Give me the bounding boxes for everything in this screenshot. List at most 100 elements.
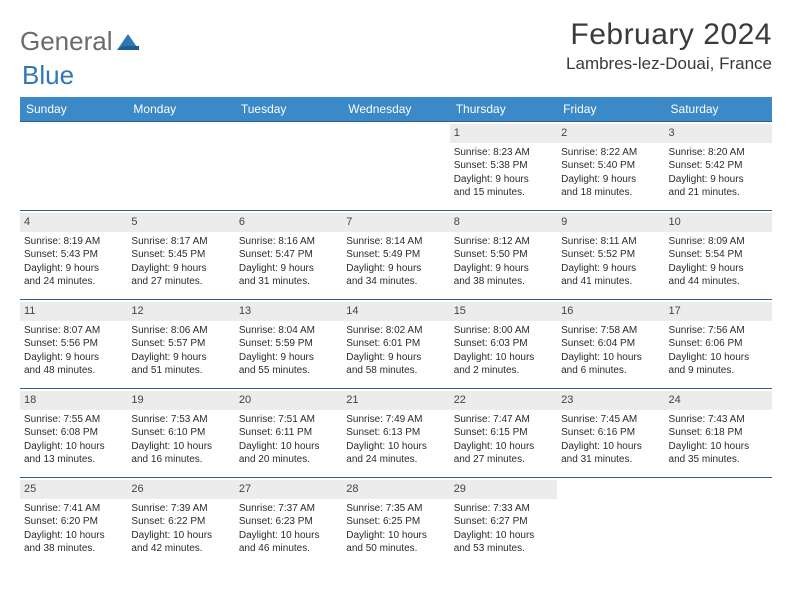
day-number: 8 [450, 213, 557, 232]
day1-text: Daylight: 10 hours [131, 440, 230, 454]
day-cell: 5Sunrise: 8:17 AMSunset: 5:45 PMDaylight… [127, 211, 234, 299]
day2-text: and 16 minutes. [131, 453, 230, 467]
sunset-text: Sunset: 5:54 PM [669, 248, 768, 262]
day-cell: 16Sunrise: 7:58 AMSunset: 6:04 PMDayligh… [557, 300, 664, 388]
sunset-text: Sunset: 6:01 PM [346, 337, 445, 351]
day-number: 23 [557, 391, 664, 410]
day1-text: Daylight: 9 hours [239, 262, 338, 276]
sunrise-text: Sunrise: 7:51 AM [239, 413, 338, 427]
sunset-text: Sunset: 5:59 PM [239, 337, 338, 351]
day2-text: and 55 minutes. [239, 364, 338, 378]
day-cell: . [342, 122, 449, 210]
sunset-text: Sunset: 6:23 PM [239, 515, 338, 529]
day-cell: 6 Sunrise: 8:16 AMSunset: 5:47 PMDaylight… [235, 211, 342, 299]
sunrise-text: Sunrise: 8:19 AM [24, 235, 123, 249]
day-cell: 24Sunrise: 7:43 AMSunset: 6:18 PMDayligh… [665, 389, 772, 477]
sunrise-text: Sunrise: 8:09 AM [669, 235, 768, 249]
day-cell: 12Sunrise: 8:06 AMSunset: 5:57 PMDayligh… [127, 300, 234, 388]
sunrise-text: Sunrise: 8:17 AM [131, 235, 230, 249]
day-number: 17 [665, 302, 772, 321]
day1-text: Daylight: 9 hours [131, 351, 230, 365]
day-cell: . [665, 478, 772, 566]
day-cell: 14Sunrise: 8:02 AMSunset: 6:01 PMDayligh… [342, 300, 449, 388]
day-number: 25 [20, 480, 127, 499]
day-cell: 10Sunrise: 8:09 AMSunset: 5:54 PMDayligh… [665, 211, 772, 299]
day-number: 13 [235, 302, 342, 321]
dow-cell: Tuesday [235, 97, 342, 121]
day1-text: Daylight: 9 hours [669, 262, 768, 276]
day-number: 29 [450, 480, 557, 499]
day1-text: Daylight: 10 hours [454, 529, 553, 543]
day-number: 9 [557, 213, 664, 232]
sunrise-text: Sunrise: 7:41 AM [24, 502, 123, 516]
day-number: 18 [20, 391, 127, 410]
sunset-text: Sunset: 5:47 PM [239, 248, 338, 262]
day-cell: 4Sunrise: 8:19 AMSunset: 5:43 PMDaylight… [20, 211, 127, 299]
dow-cell: Friday [557, 97, 664, 121]
day-cell: 20Sunrise: 7:51 AMSunset: 6:11 PMDayligh… [235, 389, 342, 477]
day2-text: and 9 minutes. [669, 364, 768, 378]
day-number: 27 [235, 480, 342, 499]
month-title: February 2024 [566, 18, 772, 52]
dow-cell: Sunday [20, 97, 127, 121]
day-number: 15 [450, 302, 557, 321]
day-number: 7 [342, 213, 449, 232]
dow-cell: Monday [127, 97, 234, 121]
sunrise-text: Sunrise: 8:06 AM [131, 324, 230, 338]
sunrise-text: Sunrise: 7:39 AM [131, 502, 230, 516]
day-number: 16 [557, 302, 664, 321]
day1-text: Daylight: 10 hours [669, 351, 768, 365]
day2-text: and 51 minutes. [131, 364, 230, 378]
day-number: 21 [342, 391, 449, 410]
day1-text: Daylight: 10 hours [561, 351, 660, 365]
day-number: 11 [20, 302, 127, 321]
day-cell: . [235, 122, 342, 210]
day-number: 28 [342, 480, 449, 499]
weeks-container: ....1Sunrise: 8:23 AMSunset: 5:38 PMDayl… [20, 121, 772, 566]
sunrise-text: Sunrise: 7:56 AM [669, 324, 768, 338]
day-of-week-header: SundayMondayTuesdayWednesdayThursdayFrid… [20, 97, 772, 121]
sunset-text: Sunset: 6:15 PM [454, 426, 553, 440]
day1-text: Daylight: 9 hours [346, 351, 445, 365]
day2-text: and 2 minutes. [454, 364, 553, 378]
day-number: 26 [127, 480, 234, 499]
sunset-text: Sunset: 6:27 PM [454, 515, 553, 529]
sunrise-text: Sunrise: 7:37 AM [239, 502, 338, 516]
day1-text: Daylight: 9 hours [669, 173, 768, 187]
sunrise-text: Sunrise: 7:33 AM [454, 502, 553, 516]
day1-text: Daylight: 10 hours [239, 440, 338, 454]
day-cell: . [127, 122, 234, 210]
day1-text: Daylight: 9 hours [561, 262, 660, 276]
calendar-grid: SundayMondayTuesdayWednesdayThursdayFrid… [20, 97, 772, 566]
day1-text: Daylight: 9 hours [454, 173, 553, 187]
day-cell: 18Sunrise: 7:55 AMSunset: 6:08 PMDayligh… [20, 389, 127, 477]
day2-text: and 31 minutes. [239, 275, 338, 289]
day2-text: and 48 minutes. [24, 364, 123, 378]
sunset-text: Sunset: 5:45 PM [131, 248, 230, 262]
day2-text: and 18 minutes. [561, 186, 660, 200]
brand-logo: General [20, 18, 141, 57]
day1-text: Daylight: 9 hours [239, 351, 338, 365]
day1-text: Daylight: 10 hours [239, 529, 338, 543]
day1-text: Daylight: 10 hours [669, 440, 768, 454]
day-number: 6 [235, 213, 342, 232]
sunrise-text: Sunrise: 7:45 AM [561, 413, 660, 427]
day-number: 3 [665, 124, 772, 143]
day2-text: and 58 minutes. [346, 364, 445, 378]
brand-part2: Blue [22, 60, 74, 91]
sunrise-text: Sunrise: 8:20 AM [669, 146, 768, 160]
sunrise-text: Sunrise: 8:04 AM [239, 324, 338, 338]
sunrise-text: Sunrise: 8:16 AM [239, 235, 338, 249]
day-cell: 2Sunrise: 8:22 AMSunset: 5:40 PMDaylight… [557, 122, 664, 210]
day1-text: Daylight: 9 hours [131, 262, 230, 276]
day1-text: Daylight: 9 hours [454, 262, 553, 276]
day2-text: and 27 minutes. [454, 453, 553, 467]
day-cell: 1Sunrise: 8:23 AMSunset: 5:38 PMDaylight… [450, 122, 557, 210]
day2-text: and 41 minutes. [561, 275, 660, 289]
day-number: 14 [342, 302, 449, 321]
day-cell: 13 Sunrise: 8:04 AMSunset: 5:59 PMDayligh… [235, 300, 342, 388]
day2-text: and 27 minutes. [131, 275, 230, 289]
day-cell: 29 Sunrise: 7:33 AMSunset: 6:27 PMDayligh… [450, 478, 557, 566]
day2-text: and 50 minutes. [346, 542, 445, 556]
sunrise-text: Sunrise: 8:07 AM [24, 324, 123, 338]
